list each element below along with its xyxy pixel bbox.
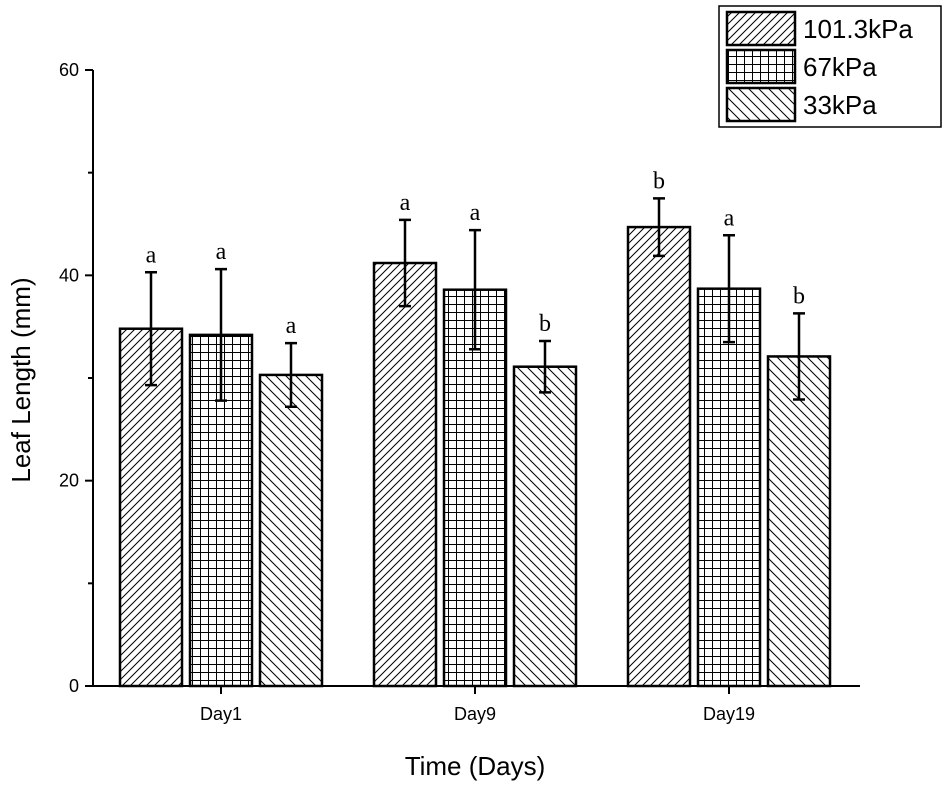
y-tick-label: 0 — [69, 676, 79, 696]
significance-label: a — [146, 242, 157, 268]
bars — [118, 225, 832, 688]
significance-labels: a a a a a b b a b — [146, 168, 805, 339]
bar — [442, 288, 508, 688]
bar — [258, 373, 324, 688]
legend-label: 33kPa — [803, 90, 877, 120]
y-tick-label: 20 — [59, 471, 79, 491]
y-tick-label: 60 — [59, 60, 79, 80]
error-bar — [539, 339, 551, 394]
significance-label: b — [653, 168, 665, 194]
x-tick-label: Day9 — [454, 704, 496, 724]
error-bar — [285, 341, 297, 408]
error-bar — [793, 312, 805, 401]
bar — [512, 365, 578, 688]
legend-label: 67kPa — [803, 52, 877, 82]
error-bar — [723, 234, 735, 344]
significance-label: a — [470, 200, 481, 226]
legend: 101.3kPa 67kPa 33kPa — [718, 5, 942, 128]
bar — [626, 225, 692, 688]
legend-swatch — [725, 48, 797, 85]
error-bar — [215, 267, 227, 402]
significance-label: b — [539, 311, 551, 337]
bar — [696, 287, 762, 688]
y-tick-label: 40 — [59, 265, 79, 285]
significance-label: b — [793, 283, 805, 309]
error-bar — [653, 197, 665, 258]
bar — [766, 355, 832, 688]
x-tick-label: Day1 — [200, 704, 242, 724]
error-bar — [399, 218, 411, 308]
legend-label: 101.3kPa — [803, 14, 913, 44]
x-tick-label: Day19 — [703, 704, 755, 724]
error-bars — [145, 197, 805, 408]
significance-label: a — [286, 313, 297, 339]
error-bar — [145, 271, 157, 387]
significance-label: a — [724, 205, 735, 231]
legend-swatch — [725, 10, 797, 47]
legend-swatch — [725, 86, 797, 123]
significance-label: a — [400, 190, 411, 216]
error-bar — [469, 228, 481, 351]
bar — [372, 261, 438, 688]
y-axis-title: Leaf Length (mm) — [6, 277, 36, 482]
x-axis-title: Time (Days) — [405, 751, 546, 781]
significance-label: a — [216, 239, 227, 265]
